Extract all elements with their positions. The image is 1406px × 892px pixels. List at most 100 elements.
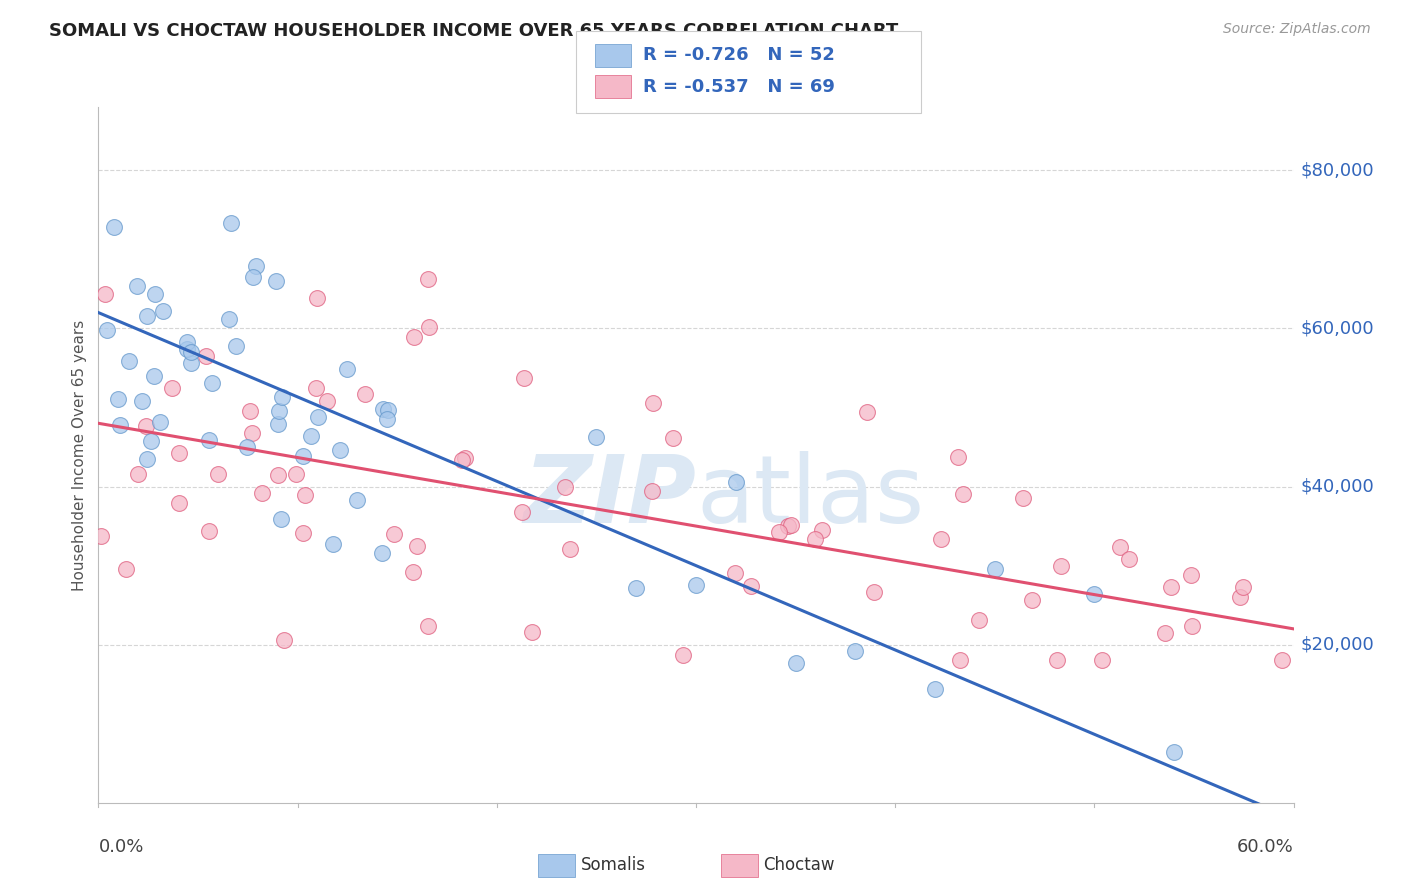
- Point: [218, 312, 240, 326]
- Point: [1109, 540, 1132, 554]
- Point: [284, 467, 307, 481]
- Point: [118, 353, 141, 368]
- Point: [1049, 559, 1071, 574]
- Text: $80,000: $80,000: [1301, 161, 1374, 179]
- Point: [1021, 592, 1043, 607]
- Point: [1160, 580, 1182, 594]
- Point: [245, 259, 267, 273]
- Point: [844, 644, 866, 658]
- Point: [929, 533, 952, 547]
- Point: [107, 392, 129, 406]
- Point: [406, 539, 429, 553]
- Point: [198, 434, 221, 448]
- Point: [810, 524, 832, 538]
- Point: [149, 415, 172, 429]
- Point: [585, 430, 607, 444]
- Text: 0.0%: 0.0%: [98, 838, 143, 856]
- Point: [1180, 568, 1202, 582]
- Point: [1154, 626, 1177, 640]
- Text: R = -0.726   N = 52: R = -0.726 N = 52: [643, 46, 834, 64]
- Point: [316, 393, 339, 408]
- Point: [856, 405, 879, 419]
- Point: [354, 387, 377, 401]
- Point: [862, 585, 884, 599]
- Point: [672, 648, 695, 662]
- Point: [641, 483, 664, 498]
- Point: [724, 475, 747, 489]
- Point: [454, 450, 477, 465]
- Point: [250, 486, 273, 500]
- Point: [139, 434, 162, 449]
- Point: [371, 401, 394, 416]
- Point: [96, 323, 118, 337]
- Text: ZIP: ZIP: [523, 450, 696, 542]
- Point: [371, 546, 394, 560]
- Point: [176, 334, 198, 349]
- Point: [207, 467, 229, 481]
- Point: [197, 524, 219, 538]
- Point: [1232, 580, 1254, 594]
- Point: [346, 492, 368, 507]
- Point: [180, 344, 202, 359]
- Point: [292, 449, 315, 463]
- Point: [377, 403, 399, 417]
- Point: [264, 274, 287, 288]
- Point: [115, 562, 138, 576]
- Point: [554, 480, 576, 494]
- Point: [1083, 586, 1105, 600]
- Point: [322, 537, 344, 551]
- Point: [510, 505, 533, 519]
- Point: [512, 371, 534, 385]
- Point: [194, 349, 217, 363]
- Point: [948, 450, 970, 464]
- Point: [924, 681, 946, 696]
- Point: [307, 409, 329, 424]
- Point: [401, 566, 423, 580]
- Point: [1046, 653, 1069, 667]
- Point: [299, 429, 322, 443]
- Point: [131, 393, 153, 408]
- Point: [967, 613, 990, 627]
- Point: [242, 269, 264, 284]
- Point: [329, 442, 352, 457]
- Text: 60.0%: 60.0%: [1237, 838, 1294, 856]
- Point: [661, 431, 683, 445]
- Point: [740, 579, 762, 593]
- Point: [267, 467, 290, 482]
- Point: [160, 380, 183, 394]
- Point: [225, 339, 247, 353]
- Point: [1011, 491, 1033, 505]
- Point: [271, 390, 294, 404]
- Point: [1271, 653, 1294, 667]
- Point: [520, 625, 543, 640]
- Point: [93, 286, 115, 301]
- Point: [135, 451, 157, 466]
- Y-axis label: Householder Income Over 65 years: Householder Income Over 65 years: [72, 319, 87, 591]
- Point: [219, 216, 242, 230]
- Point: [336, 362, 359, 376]
- Text: R = -0.537   N = 69: R = -0.537 N = 69: [643, 78, 834, 95]
- Point: [624, 581, 647, 595]
- Point: [143, 369, 166, 384]
- Point: [724, 566, 747, 580]
- Point: [685, 578, 707, 592]
- Point: [804, 532, 827, 546]
- Point: [103, 220, 125, 235]
- Point: [200, 376, 222, 390]
- Point: [418, 272, 440, 286]
- Text: Choctaw: Choctaw: [763, 856, 835, 874]
- Point: [270, 512, 292, 526]
- Point: [167, 495, 190, 509]
- Text: $40,000: $40,000: [1301, 477, 1374, 496]
- Point: [785, 657, 807, 671]
- Point: [768, 525, 790, 540]
- Point: [167, 446, 190, 460]
- Point: [643, 396, 665, 410]
- Point: [983, 562, 1005, 576]
- Text: $20,000: $20,000: [1301, 636, 1374, 654]
- Point: [450, 453, 472, 467]
- Text: $60,000: $60,000: [1301, 319, 1374, 337]
- Point: [294, 488, 316, 502]
- Point: [135, 310, 157, 324]
- Point: [416, 619, 439, 633]
